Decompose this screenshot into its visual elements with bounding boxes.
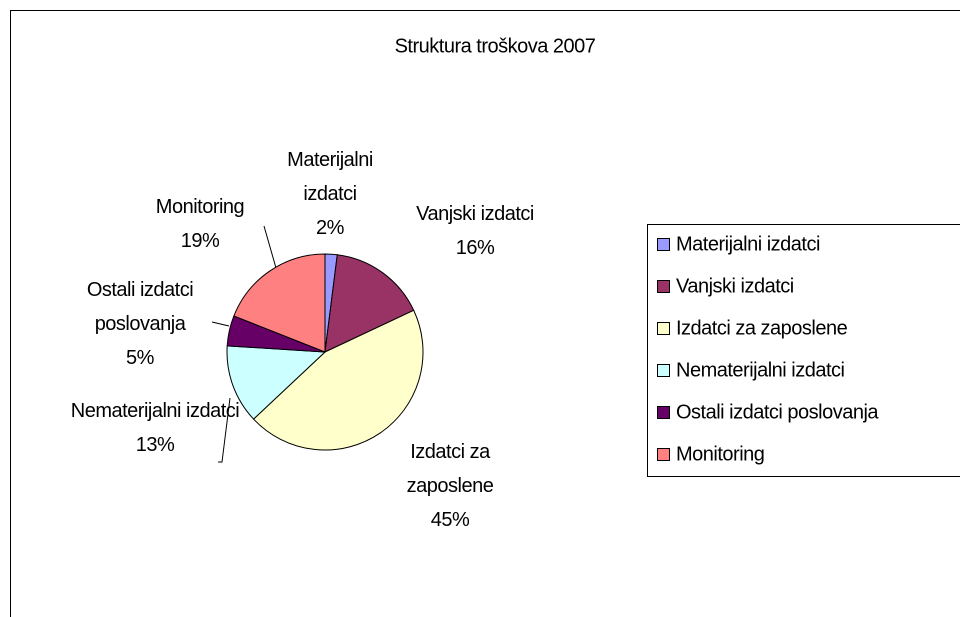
legend-swatch xyxy=(657,322,670,335)
data-label: Monitoring 19% xyxy=(120,190,280,258)
label-name: Monitoring xyxy=(155,196,245,218)
pie-slice xyxy=(226,345,327,420)
label-value: 13% xyxy=(135,434,175,456)
legend-label: Vanjski izdatci xyxy=(676,275,794,297)
label-value: 45% xyxy=(430,509,470,531)
pie-slice xyxy=(252,309,424,451)
pie-slice xyxy=(324,254,415,353)
legend-swatch xyxy=(657,364,670,377)
legend-label: Nematerijalni izdatci xyxy=(676,359,845,381)
legend-label: Materijalni izdatci xyxy=(676,233,820,255)
label-value: 2% xyxy=(316,217,344,239)
data-label: Vanjski izdatci 16% xyxy=(370,197,580,265)
legend-swatch xyxy=(657,280,670,293)
pie-slice xyxy=(233,253,326,353)
legend-label: Izdatci za zaposlene xyxy=(676,317,848,339)
label-name: Vanjski izdatci xyxy=(416,203,534,225)
leader-line xyxy=(211,321,230,327)
label-name: Nematerijalni izdatci xyxy=(70,400,240,422)
label-name: Ostali izdatci poslovanja xyxy=(86,279,194,335)
data-label: Izdatci za zaposlene 45% xyxy=(380,435,520,537)
label-value: 5% xyxy=(126,347,154,369)
data-label: Materijalni izdatci 2% xyxy=(275,143,385,245)
data-label: Nematerijalni izdatci 13% xyxy=(60,394,250,462)
label-name: Materijalni izdatci xyxy=(287,149,373,205)
data-label: Ostali izdatci poslovanja 5% xyxy=(40,273,240,375)
legend-label: Ostali izdatci poslovanja xyxy=(676,401,879,423)
label-name: Izdatci za zaposlene xyxy=(406,441,494,497)
legend-swatch xyxy=(657,406,670,419)
legend-swatch xyxy=(657,448,670,461)
leader-line xyxy=(263,225,277,269)
label-value: 16% xyxy=(455,237,495,259)
legend-label: Monitoring xyxy=(676,443,764,465)
legend-swatch xyxy=(657,238,670,251)
legend xyxy=(647,224,960,477)
leader-line xyxy=(218,397,231,463)
chart-title: Struktura troškova 2007 xyxy=(395,35,596,57)
label-value: 19% xyxy=(180,230,220,252)
